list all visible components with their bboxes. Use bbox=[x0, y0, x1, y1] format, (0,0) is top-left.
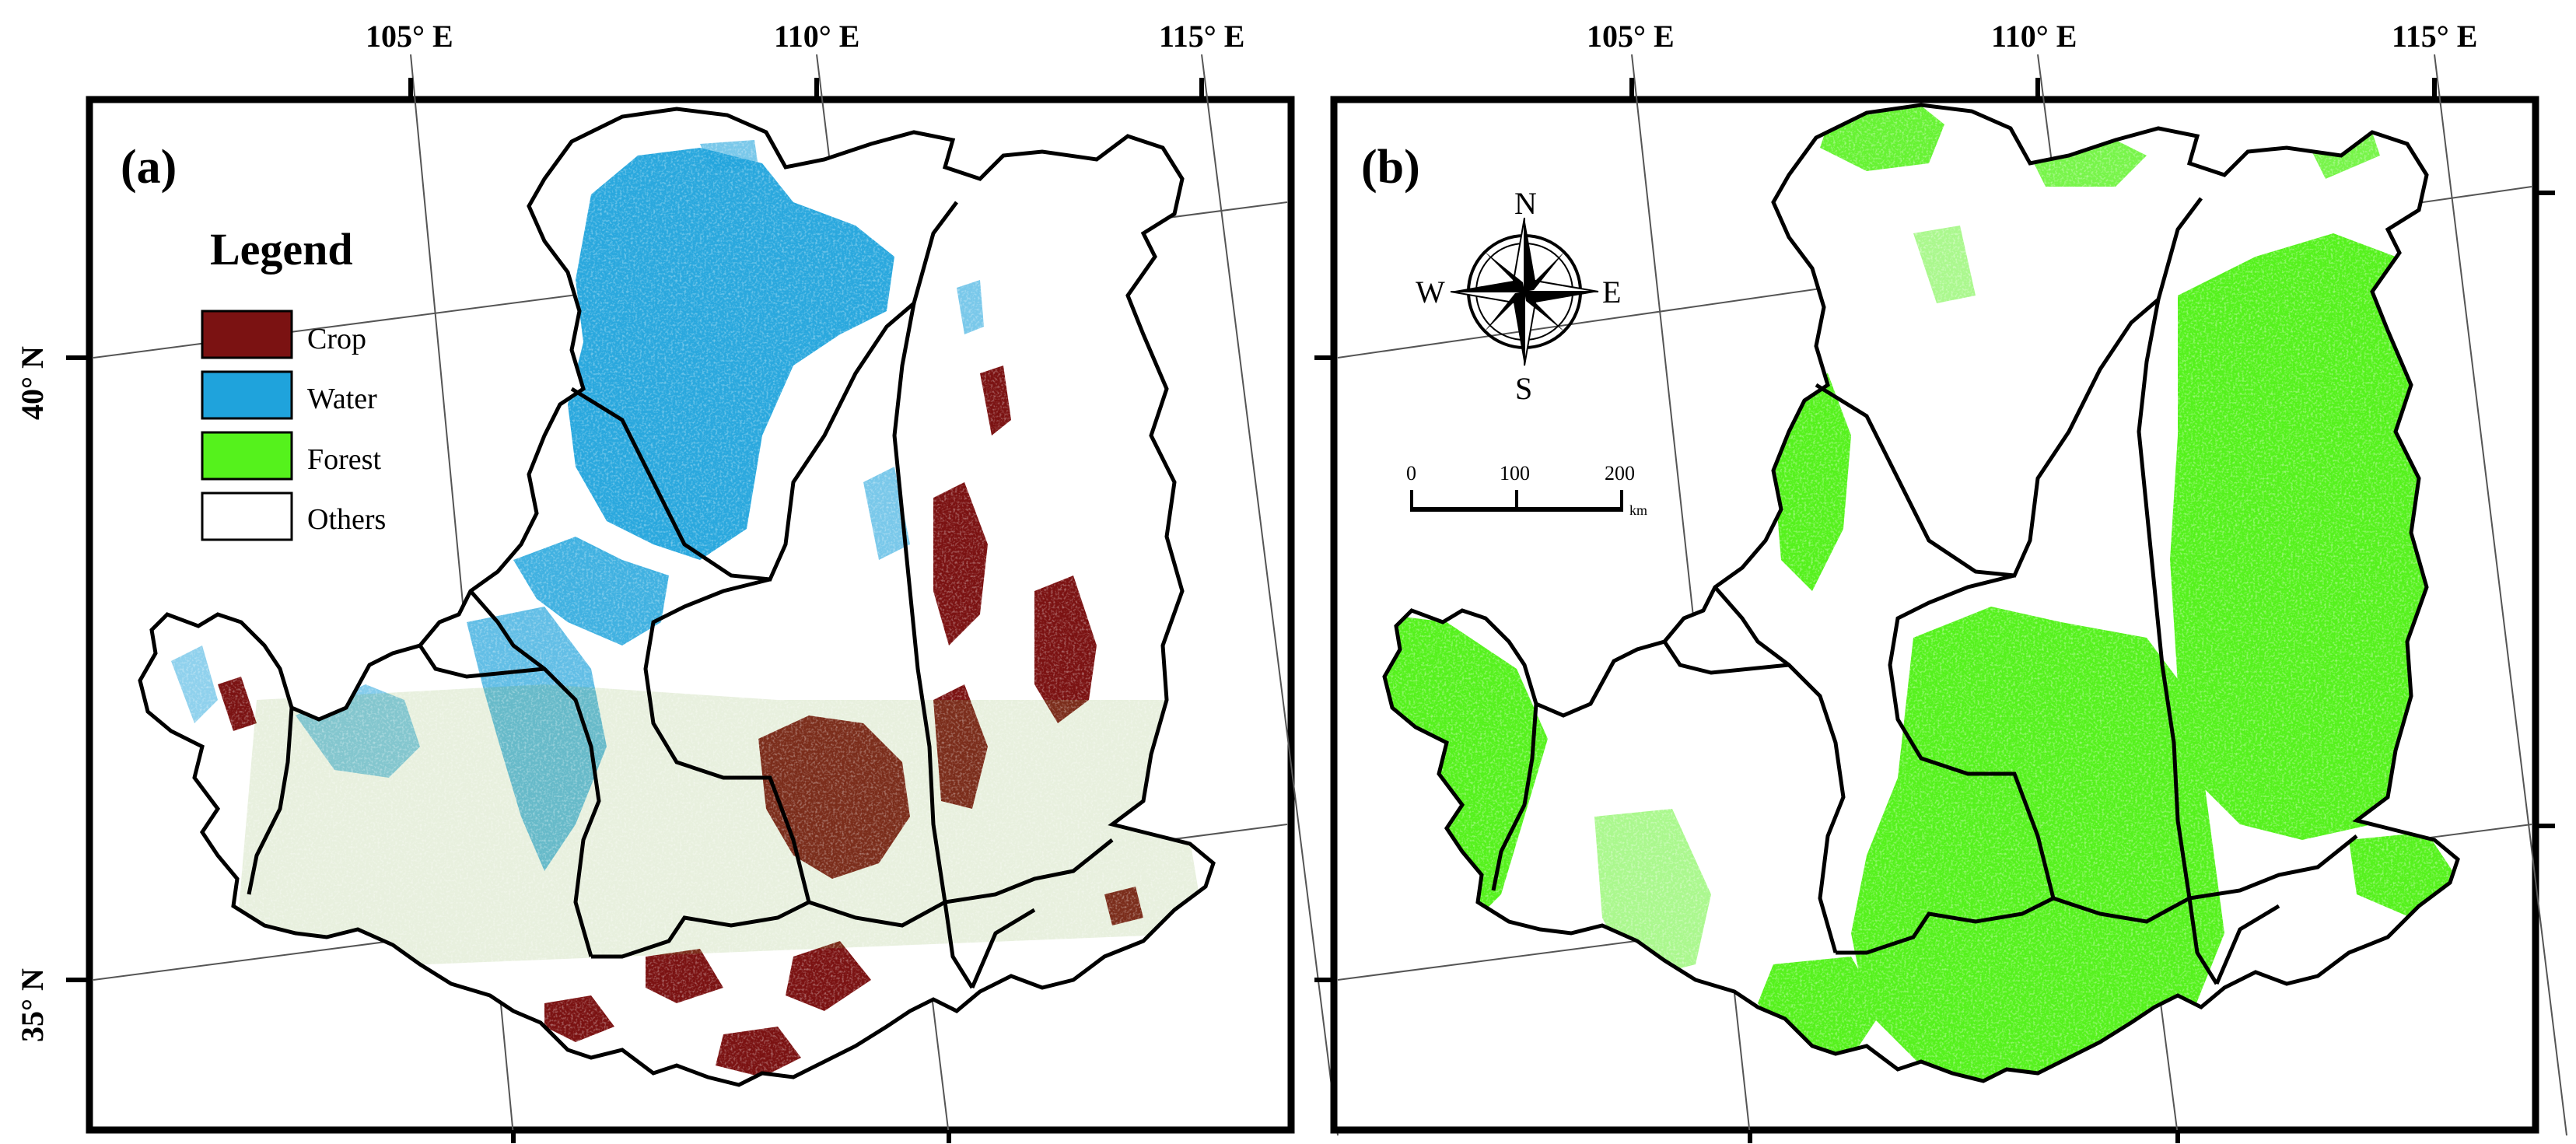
compass-east: E bbox=[1602, 275, 1621, 310]
legend-swatch-crop bbox=[201, 310, 293, 359]
panel-b-label: (b) bbox=[1361, 141, 1420, 194]
scale-bar: 0 100 200 km bbox=[1406, 462, 1647, 518]
lon-label-105: 105° E bbox=[366, 19, 453, 54]
province-boundaries-a bbox=[140, 109, 1213, 1085]
lon-label-110-b: 110° E bbox=[1991, 19, 2077, 54]
panel-a-label: (a) bbox=[121, 141, 177, 194]
lon-label-105-b: 105° E bbox=[1587, 19, 1675, 54]
legend-label-water: Water bbox=[307, 383, 377, 415]
legend-label-others: Others bbox=[307, 503, 386, 536]
legend-item-others: Others bbox=[201, 492, 386, 541]
legend-swatch-forest bbox=[201, 431, 293, 481]
legend-swatch-water bbox=[201, 370, 293, 420]
compass-west: W bbox=[1416, 275, 1445, 310]
legend-label-forest: Forest bbox=[307, 443, 381, 476]
compass-north: N bbox=[1514, 186, 1537, 221]
panel-a: 105° E 110° E 115° E 40° N 35° N (a) Leg… bbox=[15, 19, 1339, 1143]
legend: Legend Crop Water Forest Others bbox=[201, 224, 386, 541]
panel-b: 105° E 110° E 115° E (b) N S bbox=[1314, 19, 2567, 1143]
scale-tick-100: 100 bbox=[1500, 462, 1530, 485]
legend-item-water: Water bbox=[201, 370, 377, 420]
legend-swatch-others bbox=[201, 492, 293, 541]
compass-rose: N S E W bbox=[1416, 186, 1621, 406]
lon-label-115: 115° E bbox=[1159, 19, 1244, 54]
legend-item-crop: Crop bbox=[201, 310, 366, 359]
legend-title: Legend bbox=[210, 224, 353, 275]
landcover-b bbox=[1384, 105, 2458, 1081]
lon-label-110: 110° E bbox=[774, 19, 859, 54]
lat-label-40: 40° N bbox=[15, 346, 50, 420]
compass-star-icon bbox=[1450, 217, 1599, 366]
lon-label-115-b: 115° E bbox=[2392, 19, 2477, 54]
scale-tick-0: 0 bbox=[1406, 462, 1416, 485]
lat-label-35: 35° N bbox=[15, 968, 50, 1042]
province-boundaries-b bbox=[1384, 105, 2458, 1081]
scale-tick-200: 200 bbox=[1605, 462, 1635, 485]
compass-south: S bbox=[1515, 371, 1532, 406]
legend-label-crop: Crop bbox=[307, 323, 366, 355]
legend-item-forest: Forest bbox=[201, 431, 381, 481]
scale-unit: km bbox=[1629, 502, 1647, 518]
